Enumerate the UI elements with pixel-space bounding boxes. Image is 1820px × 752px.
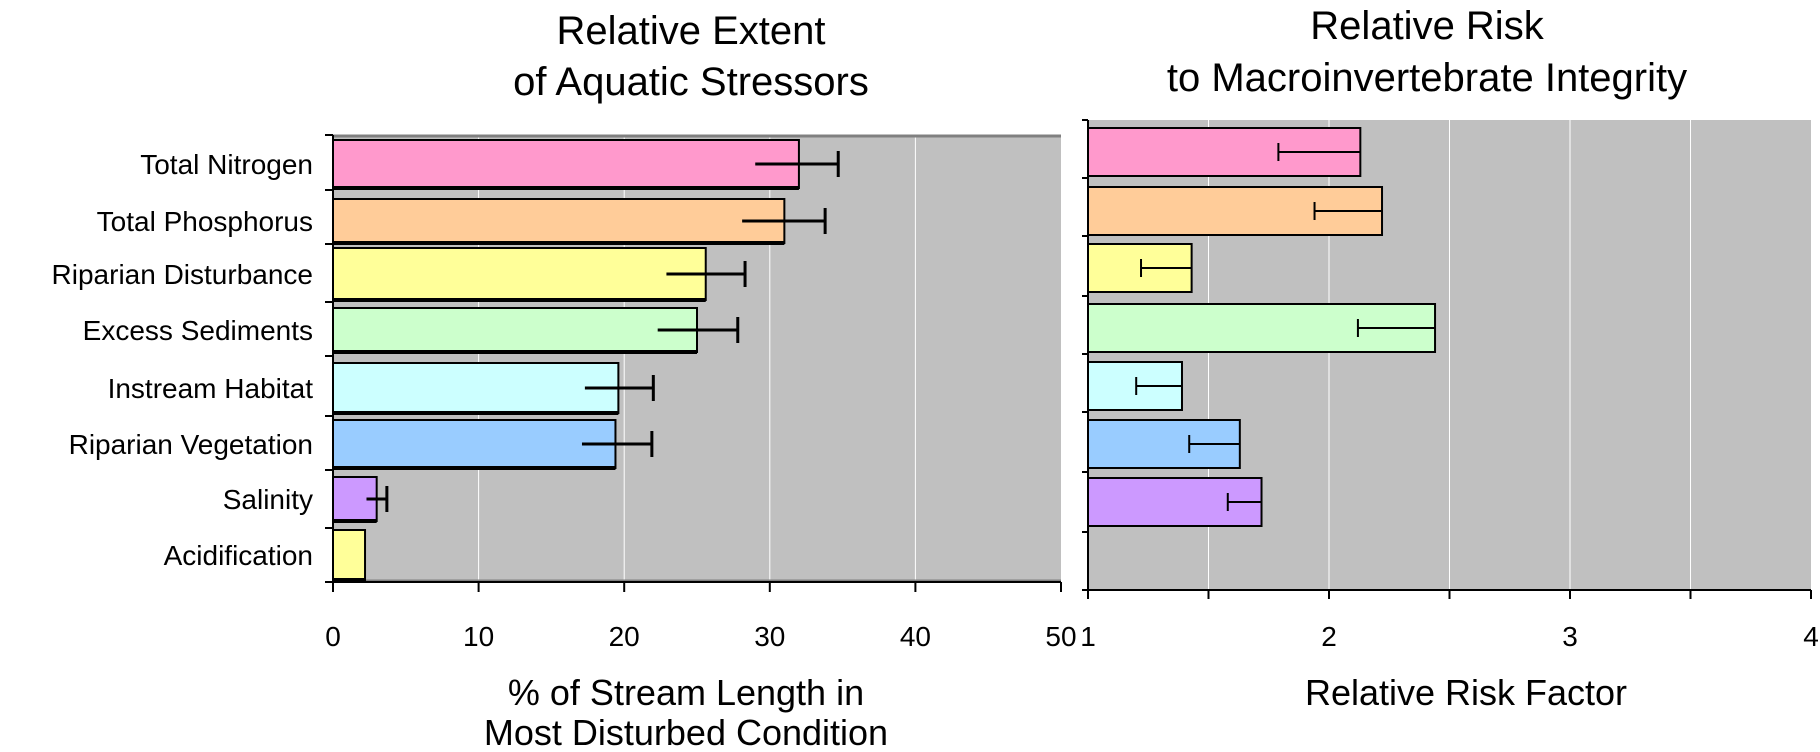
left-error-bars [366, 151, 840, 512]
left-bar-excess-sediments [332, 307, 698, 353]
left-chart-title-line2: of Aquatic Stressors [513, 60, 869, 104]
left-x-axis-label-line2: Most Disturbed Condition [484, 712, 888, 752]
left-chart-panel: Total Nitrogen Total Phosphorus Riparian D… [52, 9, 1077, 752]
left-category-label-instream-habitat: Instream Habitat [108, 373, 314, 404]
left-bar-total-nitrogen [332, 139, 800, 189]
left-category-label-total-nitrogen: Total Nitrogen [140, 149, 313, 180]
right-error-bars [1135, 143, 1436, 511]
left-x-tick-label-30: 30 [754, 621, 785, 652]
left-x-tick-label-50: 50 [1045, 621, 1076, 652]
left-category-label-total-phosphorus: Total Phosphorus [97, 206, 313, 237]
left-x-axis-label-line1: % of Stream Length in [508, 672, 864, 713]
left-bar-acidification [332, 529, 367, 581]
left-category-label-riparian-vegetation: Riparian Vegetation [69, 429, 313, 460]
left-category-label-acidification: Acidification [164, 540, 313, 571]
left-category-label-salinity: Salinity [223, 484, 313, 515]
right-x-tick-label-3: 3 [1562, 621, 1578, 652]
right-x-axis-label: Relative Risk Factor [1305, 672, 1627, 713]
right-x-tick-label-2: 2 [1321, 621, 1337, 652]
right-chart-title-line1: Relative Risk [1310, 4, 1544, 48]
right-tick-labels: 1 2 3 4 [1080, 621, 1819, 652]
left-category-label-riparian-disturbance: Riparian Disturbance [52, 259, 313, 290]
left-axes [325, 134, 1062, 592]
left-bar-instream-habitat [332, 362, 620, 414]
left-x-tick-label-40: 40 [900, 621, 931, 652]
left-x-tick-label-0: 0 [325, 621, 341, 652]
right-x-tick-label-1: 1 [1080, 621, 1096, 652]
left-tick-labels: 0 10 20 30 40 50 [325, 621, 1076, 652]
right-chart-panel: 1 2 3 4 Relative Risk to Macroinvertebrate … [1080, 4, 1819, 713]
right-chart-title-line2: to Macroinvertebrate Integrity [1167, 56, 1687, 100]
left-category-labels: Total Nitrogen Total Phosphorus Riparian D… [52, 149, 314, 571]
left-chart-title-line1: Relative Extent [556, 9, 825, 53]
right-x-tick-label-4: 4 [1803, 621, 1819, 652]
left-x-tick-label-10: 10 [463, 621, 494, 652]
left-bar-total-phosphorus [332, 198, 786, 244]
left-bar-riparian-disturbance [332, 247, 707, 301]
left-category-label-excess-sediments: Excess Sediments [83, 315, 313, 346]
left-x-tick-label-20: 20 [609, 621, 640, 652]
right-axes [1082, 119, 1812, 599]
left-bar-riparian-vegetation [332, 419, 617, 469]
